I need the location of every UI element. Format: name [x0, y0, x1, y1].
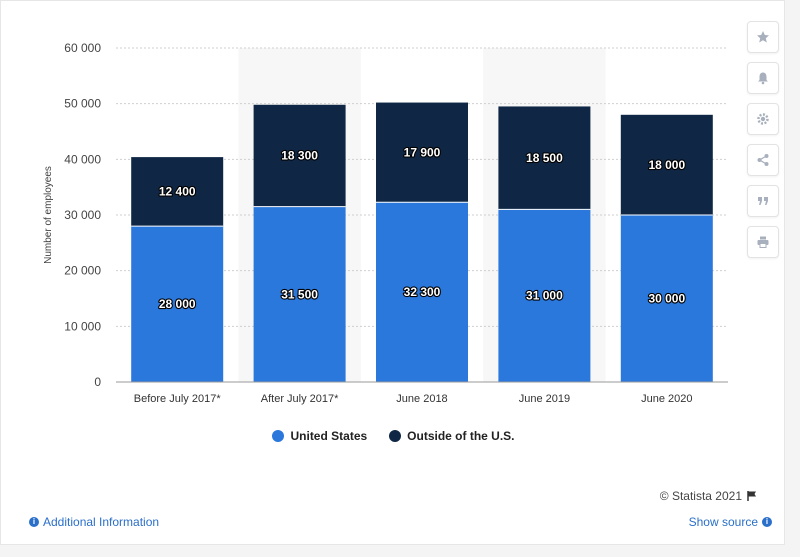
- legend: United States Outside of the U.S.: [1, 429, 786, 443]
- data-label-united-states: 32 300: [404, 285, 441, 299]
- data-label-outside-us: 18 300: [281, 149, 318, 163]
- statista-credit[interactable]: © Statista 2021: [660, 489, 758, 503]
- print-button[interactable]: [747, 226, 779, 258]
- legend-swatch-outside: [389, 430, 402, 442]
- show-source-link[interactable]: Show source i: [689, 515, 772, 529]
- additional-information-link[interactable]: i Additional Information: [29, 515, 159, 529]
- bar-outside-us: [253, 104, 346, 207]
- print-icon: [757, 236, 769, 248]
- data-label-outside-us: 12 400: [159, 185, 196, 199]
- y-axis-label: Number of employees: [43, 166, 54, 264]
- quote-icon: [758, 197, 768, 205]
- y-tick-label: 0: [94, 375, 101, 389]
- star-icon: [757, 31, 769, 43]
- x-tick-label: June 2020: [641, 393, 692, 405]
- legend-label-outside: Outside of the U.S.: [407, 429, 515, 443]
- y-tick-label: 30 000: [64, 208, 101, 222]
- data-label-united-states: 31 000: [526, 289, 563, 303]
- bar-united-states: [498, 209, 591, 382]
- bar-outside-us: [131, 157, 224, 227]
- data-label-outside-us: 18 500: [526, 151, 563, 165]
- legend-item-outside[interactable]: Outside of the U.S.: [389, 429, 515, 443]
- chart: 0 10 000 20 000 30 000 40 000 50 000 60 000 Num…: [43, 41, 728, 405]
- source-info-icon: i: [762, 517, 772, 527]
- x-tick-label: June 2019: [519, 393, 570, 405]
- gear-icon: [757, 113, 769, 125]
- flag-icon: [747, 491, 756, 501]
- additional-information-label: Additional Information: [43, 515, 160, 529]
- share-button[interactable]: [747, 144, 779, 176]
- legend-item-us[interactable]: United States: [272, 429, 367, 443]
- bell-icon: [758, 72, 768, 85]
- data-label-outside-us: 17 900: [404, 145, 441, 159]
- sidebar-toolbar: [747, 21, 781, 267]
- x-tick-label: After July 2017*: [261, 393, 339, 405]
- share-icon: [757, 154, 769, 166]
- cite-button[interactable]: [747, 185, 779, 217]
- y-tick-label: 10 000: [64, 319, 101, 333]
- y-tick-label: 50 000: [64, 97, 101, 111]
- credit-text: © Statista 2021: [659, 489, 742, 503]
- x-tick-label: Before July 2017*: [134, 393, 222, 405]
- settings-button[interactable]: [747, 103, 779, 135]
- bar-united-states: [376, 202, 468, 382]
- chart-card: 0 10 000 20 000 30 000 40 000 50 000 60 000 Num…: [0, 0, 785, 545]
- data-label-united-states: 31 500: [281, 287, 318, 301]
- data-label-united-states: 30 000: [648, 292, 685, 306]
- show-source-label: Show source: [688, 515, 758, 529]
- bar-united-states: [620, 215, 713, 382]
- bar-outside-us: [498, 106, 591, 210]
- bar-outside-us: [620, 114, 713, 215]
- legend-label-us: United States: [290, 429, 368, 443]
- legend-swatch-us: [272, 430, 285, 442]
- data-label-united-states: 28 000: [159, 297, 196, 311]
- favorite-button[interactable]: [747, 21, 779, 53]
- y-tick-label: 20 000: [64, 264, 101, 278]
- bar-outside-us: [376, 102, 468, 203]
- data-label-outside-us: 18 000: [648, 158, 685, 172]
- notification-button[interactable]: [747, 62, 779, 94]
- bar-united-states: [131, 226, 224, 382]
- x-tick-label: June 2018: [396, 393, 447, 405]
- info-icon: i: [29, 517, 39, 527]
- y-tick-label: 40 000: [64, 152, 101, 166]
- bar-united-states: [253, 206, 346, 382]
- y-tick-label: 60 000: [64, 41, 101, 55]
